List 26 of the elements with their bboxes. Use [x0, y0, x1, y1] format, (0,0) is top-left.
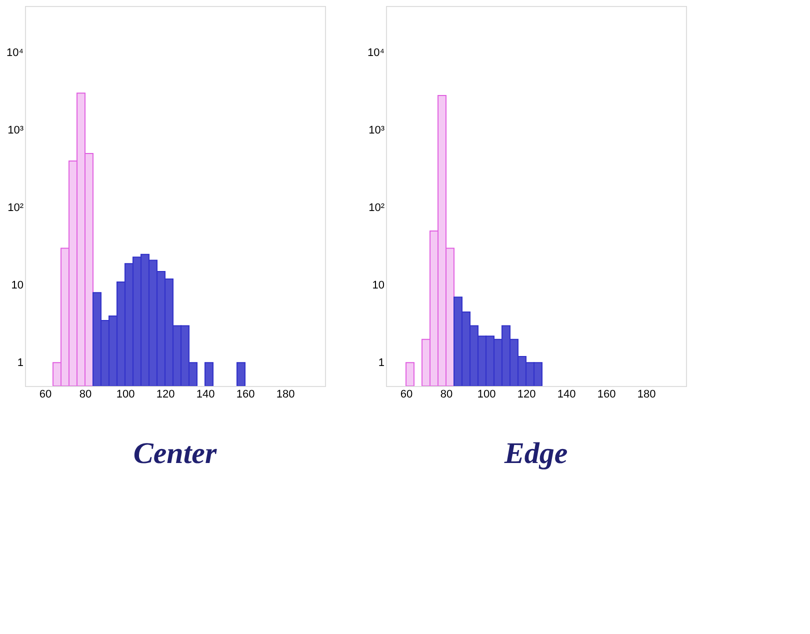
y-tick-label: 10² [368, 202, 385, 214]
x-tick-label: 160 [236, 388, 255, 400]
x-tick-label: 100 [477, 388, 496, 400]
y-tick-label: 10² [8, 202, 24, 214]
x-tick-label: 60 [39, 388, 52, 400]
x-tick-label: 100 [116, 388, 135, 400]
y-tick-label: 10⁴ [6, 47, 24, 60]
x-tick-label: 160 [597, 388, 616, 400]
text: Center [133, 437, 217, 470]
x-tick-label: 80 [440, 388, 453, 400]
x-tick-label: 80 [79, 388, 92, 400]
x-tick-label: 180 [276, 388, 295, 400]
x-tick-label: 140 [196, 388, 215, 400]
y-tick-label: 1 [378, 357, 384, 370]
y-tick-label: 10⁴ [368, 47, 385, 60]
x-tick-label: 140 [557, 388, 576, 400]
y-tick-label: 10³ [8, 124, 24, 137]
y-tick-label: 1 [17, 357, 24, 370]
x-tick-label: 120 [517, 388, 536, 400]
text: Edge [503, 437, 568, 470]
x-tick-label: 60 [400, 388, 413, 400]
y-tick-label: 10³ [368, 124, 385, 137]
y-tick-label: 10 [11, 280, 24, 292]
x-tick-label: 180 [637, 388, 656, 400]
y-tick-label: 10 [372, 280, 384, 292]
x-tick-label: 120 [156, 388, 175, 400]
